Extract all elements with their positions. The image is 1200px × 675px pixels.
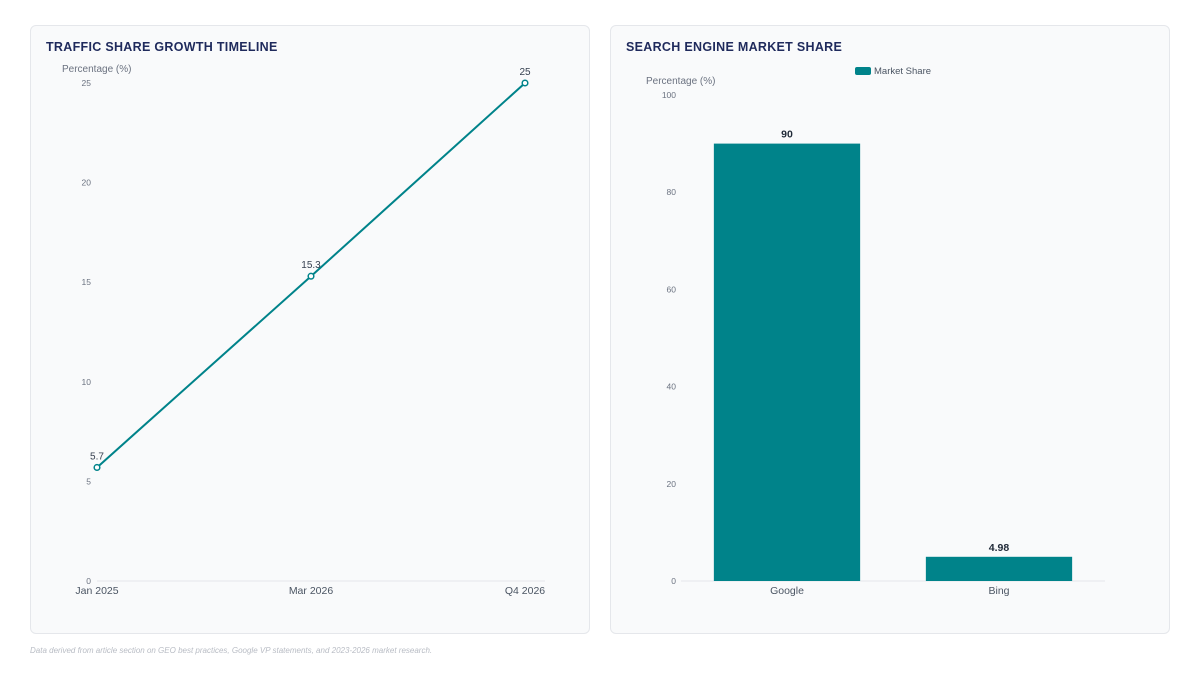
- y-tick-label: 20: [82, 178, 92, 188]
- y-tick-label: 40: [667, 382, 677, 392]
- y-tick-label: 80: [667, 187, 677, 197]
- bar-chart-panel: SEARCH ENGINE MARKET SHARE Percentage (%…: [610, 25, 1170, 634]
- y-tick-label: 10: [82, 377, 92, 387]
- y-tick-label: 15: [82, 277, 92, 287]
- x-tick-label: Google: [770, 585, 804, 597]
- legend-label: Market Share: [874, 66, 931, 77]
- bar-chart-svg: Percentage (%) 0 20 40 60 80 100 Market Share 90…: [646, 66, 1105, 597]
- y-tick-label: 5: [86, 476, 91, 486]
- data-point: [521, 79, 529, 87]
- footer-note: Data derived from article section on GEO…: [30, 646, 433, 655]
- legend-swatch: [855, 67, 871, 75]
- data-point: [307, 272, 315, 280]
- y-tick-label: 60: [667, 284, 677, 294]
- bar-value-label: 90: [781, 129, 793, 141]
- line-chart-svg: Percentage (%) 0 5 10 15 20 25 Jan 2025 Mar 2026…: [62, 64, 545, 597]
- y-tick-label: 0: [86, 576, 91, 586]
- line-chart-title: TRAFFIC SHARE GROWTH TIMELINE: [46, 40, 278, 54]
- bar-chart-title: SEARCH ENGINE MARKET SHARE: [626, 40, 843, 54]
- y-tick-label: 25: [82, 78, 92, 88]
- bar: [713, 143, 861, 581]
- y-tick-label: 100: [662, 90, 676, 100]
- x-tick-label: Mar 2026: [289, 585, 334, 597]
- x-tick-label: Bing: [988, 585, 1009, 597]
- y-axis-label: Percentage (%): [62, 64, 131, 75]
- data-label: 15.3: [301, 260, 321, 271]
- bar-value-label: 4.98: [989, 542, 1010, 554]
- y-tick-label: 20: [667, 479, 677, 489]
- x-tick-label: Q4 2026: [505, 585, 545, 597]
- bar: [925, 556, 1073, 581]
- data-point: [93, 463, 101, 472]
- y-tick-label: 0: [671, 576, 676, 586]
- data-label: 25: [519, 67, 531, 78]
- y-axis-label: Percentage (%): [646, 76, 715, 87]
- x-tick-label: Jan 2025: [75, 585, 118, 597]
- line-chart-panel: TRAFFIC SHARE GROWTH TIMELINE Percentage…: [30, 25, 590, 634]
- data-label: 5.7: [90, 451, 104, 462]
